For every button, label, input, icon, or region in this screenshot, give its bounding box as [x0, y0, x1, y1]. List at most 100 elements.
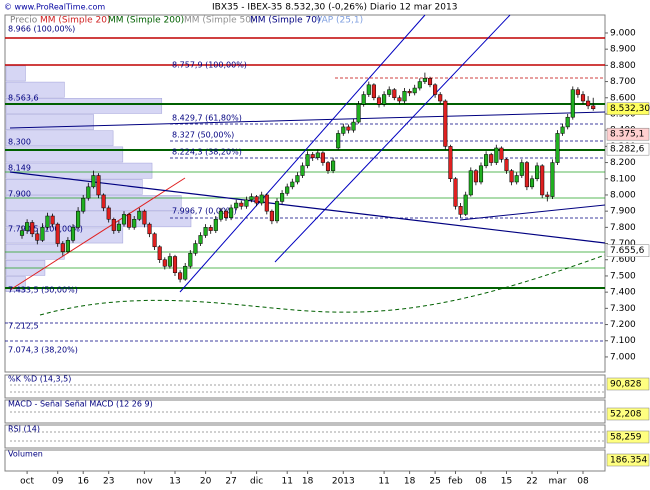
- candle-body: [478, 165, 484, 183]
- candle-body: [489, 154, 494, 163]
- x-tick-label: 22: [526, 477, 537, 487]
- candle-body: [121, 214, 127, 225]
- candle-body: [203, 227, 208, 236]
- x-tick-label: 18: [404, 477, 416, 487]
- candle-body: [70, 227, 76, 241]
- fibo-label: 7.790,5 (100,00%): [8, 225, 83, 234]
- candle-body: [463, 194, 468, 215]
- candle-body: [193, 243, 198, 254]
- candle-body: [438, 94, 443, 102]
- candle-body: [25, 222, 30, 231]
- candle-body: [331, 160, 336, 171]
- candle-body: [412, 87, 417, 94]
- candle-body: [540, 165, 545, 196]
- price-label: 8.375,1: [610, 130, 644, 140]
- y-tick-label: 8.600: [610, 93, 636, 103]
- candle-body: [545, 194, 550, 197]
- candle-body: [259, 194, 264, 204]
- fibo-label: 7.900: [8, 190, 31, 199]
- fibo-label: 7.074,3 (38,20%): [8, 346, 78, 355]
- candle-body: [320, 152, 325, 163]
- x-tick-label: 11: [281, 477, 292, 487]
- candle-body: [111, 219, 116, 231]
- channel-line: [274, 14, 511, 263]
- candle-body: [361, 94, 366, 105]
- candle-body: [208, 227, 213, 231]
- candle-body: [300, 165, 305, 176]
- fibo-label: 7.212,5: [8, 322, 39, 331]
- x-tick-label: 2013: [332, 477, 355, 487]
- candle-body: [305, 154, 310, 167]
- candle-body: [81, 197, 86, 212]
- legend-entry: MM (Simple 200): [108, 16, 184, 26]
- candle-body: [356, 104, 361, 123]
- candle-body: [40, 227, 45, 241]
- fibo-label: 8.563,6: [8, 94, 39, 103]
- macd-panel: [4, 399, 606, 424]
- x-tick-label: 09: [52, 477, 64, 487]
- candle-body: [453, 178, 458, 207]
- candle-body: [315, 152, 320, 158]
- candle-body: [188, 253, 193, 267]
- vap-bar: [5, 162, 153, 179]
- candle-body: [280, 193, 285, 202]
- vap-bar: [5, 195, 182, 211]
- candle-body: [295, 175, 300, 183]
- chart-title: IBX35 - IBEX-35 8.532,30 (-0,26%) Diario…: [212, 3, 457, 13]
- x-tick-label: 16: [77, 477, 89, 487]
- candle-body: [234, 202, 239, 209]
- candle-body: [183, 265, 188, 280]
- channel-line: [179, 14, 426, 293]
- y-tick-label: 7.800: [610, 223, 636, 233]
- panel-value: 52,208: [610, 410, 642, 420]
- fibo-label: 8.757,9 (100,00%): [172, 61, 247, 70]
- candle-body: [341, 126, 346, 134]
- candle-body: [91, 175, 96, 188]
- candle-body: [519, 162, 524, 176]
- panel-value: 186.354: [610, 456, 647, 466]
- candle-body: [178, 272, 183, 280]
- panel-label: Volumen: [8, 450, 43, 459]
- candle-body: [565, 116, 570, 128]
- candle-body: [162, 259, 167, 267]
- legend-entry: VAP (25,1): [316, 16, 363, 26]
- trend-line: [9, 177, 186, 291]
- legend-entry: MM (Simple 70): [250, 16, 320, 26]
- candle-body: [514, 175, 519, 183]
- candle-body: [172, 256, 178, 273]
- candle-body: [550, 162, 555, 197]
- candle-body: [101, 194, 106, 209]
- candle-body: [137, 210, 142, 220]
- fibo-label: 8.149: [8, 164, 31, 173]
- candle-body: [591, 105, 596, 109]
- y-tick-label: 7.100: [610, 336, 636, 346]
- candle-body: [290, 181, 295, 188]
- candle-body: [218, 210, 223, 220]
- y-tick-label: 7.600: [610, 255, 636, 265]
- candle-body: [448, 146, 453, 180]
- y-tick-label: 7.500: [610, 271, 636, 281]
- candle-body: [351, 121, 356, 131]
- candle-body: [55, 223, 60, 244]
- x-tick-label: feb: [448, 477, 463, 487]
- candle-body: [229, 207, 234, 218]
- panel-value: 58,259: [610, 433, 642, 443]
- legend-entry: MM (Simple 20): [40, 16, 110, 26]
- price-label: 8.282,6: [610, 145, 645, 155]
- panel-value: 90,828: [610, 380, 642, 390]
- candle-body: [484, 154, 489, 167]
- candle-body: [45, 215, 50, 228]
- y-tick-label: 7.300: [610, 304, 636, 314]
- candle-body: [555, 133, 560, 163]
- candle-body: [19, 230, 25, 236]
- vap-bar: [5, 81, 65, 98]
- fibo-label: 8.429,7 (61,80%): [172, 114, 242, 123]
- candle-body: [223, 210, 229, 218]
- candle-body: [86, 186, 91, 199]
- fibo-label: 8.327 (50,00%): [172, 131, 234, 140]
- candle-body: [116, 223, 121, 231]
- price-label-box: [606, 102, 650, 115]
- panel-value-box: [606, 430, 650, 444]
- fibo-label: 8.966 (100,00%): [8, 25, 75, 34]
